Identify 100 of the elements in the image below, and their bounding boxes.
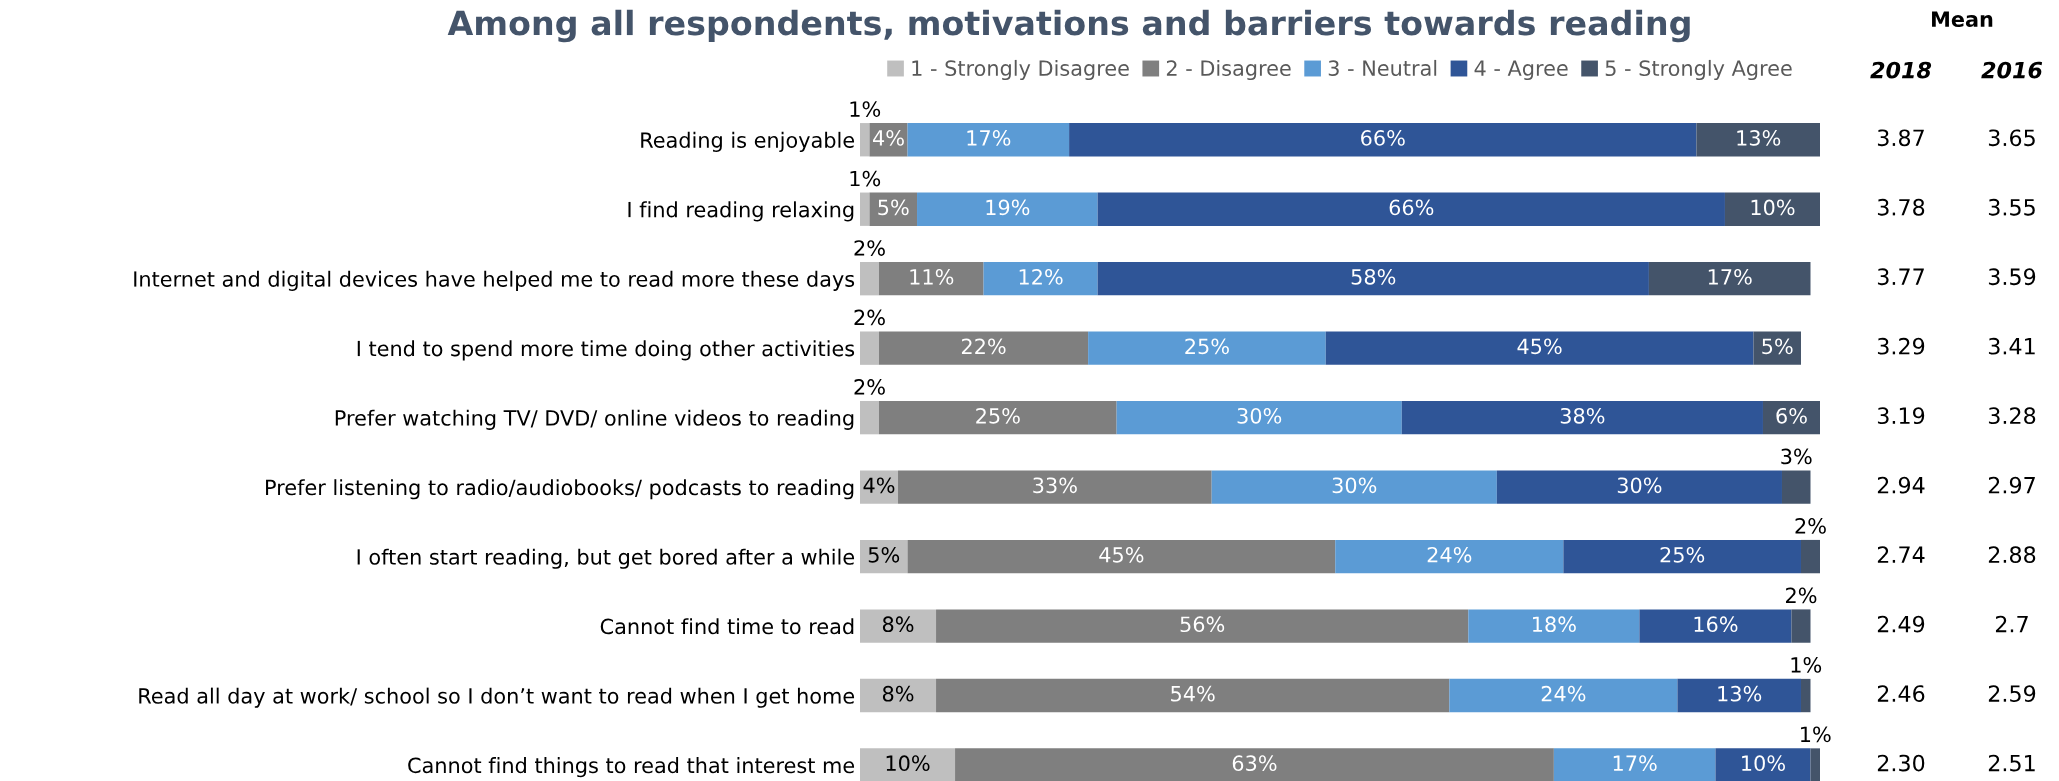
bar — [1325, 331, 1754, 365]
bar — [879, 331, 1089, 365]
data-label: 66% — [1389, 199, 1434, 216]
bar — [1097, 192, 1725, 226]
data-label: 2% — [854, 309, 885, 326]
data-label: 2% — [854, 240, 885, 256]
bar — [1648, 262, 1811, 296]
bar — [860, 192, 870, 226]
text: 2.97 — [1988, 476, 2035, 494]
y-tick-label: I often start reading, but get bored after a while — [357, 548, 855, 569]
data-label: 45% — [1517, 338, 1562, 355]
data-label: 17% — [967, 130, 1011, 146]
bar — [1468, 609, 1640, 643]
bar — [1800, 539, 1820, 574]
bar — [1553, 748, 1716, 781]
text: 3.87 — [1877, 129, 1924, 147]
text: 3.29 — [1877, 337, 1925, 355]
bar — [907, 123, 1070, 157]
bar — [1639, 609, 1792, 643]
text: 3.65 — [1988, 129, 2035, 147]
bar — [955, 748, 1554, 781]
bar — [1563, 539, 1801, 574]
bar — [1335, 539, 1564, 574]
y-tick-label: Internet and digital devices have helped me to read more these days — [134, 270, 855, 291]
data-label: 24% — [1541, 685, 1586, 702]
bar — [907, 539, 1336, 574]
bar — [1088, 331, 1326, 365]
data-label: 4% — [863, 477, 895, 494]
bar — [860, 609, 937, 643]
bar — [860, 400, 880, 435]
text: Mean — [1932, 11, 1993, 28]
data-label: 38% — [1560, 407, 1605, 424]
text: 3.19 — [1877, 407, 1925, 425]
data-label: 1% — [850, 170, 881, 187]
data-label: 2% — [854, 379, 885, 395]
data-label: 25% — [1660, 546, 1705, 563]
data-label: 13% — [1737, 130, 1781, 146]
chart-title: Among all respondents, motivations and barriers towards reading — [447, 9, 1690, 43]
data-label: 25% — [976, 407, 1020, 424]
text: 3.59 — [1988, 268, 2036, 286]
data-label: 8% — [882, 616, 914, 633]
bar — [860, 331, 880, 365]
bar — [860, 678, 937, 713]
data-label: 4% — [873, 130, 904, 146]
data-label: 5% — [878, 199, 909, 216]
bar — [860, 123, 870, 157]
text: 2.51 — [1988, 754, 2035, 772]
data-label: 17% — [1613, 755, 1657, 772]
data-label: 10% — [1751, 199, 1795, 216]
bar — [1715, 748, 1811, 781]
bar — [879, 400, 1117, 435]
legend-label: 1 - Strongly Disagree — [912, 59, 1129, 81]
bar — [898, 470, 1212, 504]
bar — [1677, 678, 1801, 713]
bar — [917, 192, 1098, 226]
y-tick-label: Prefer watching TV/ DVD/ online videos to reading — [335, 409, 854, 430]
text: 2.94 — [1877, 476, 1925, 494]
data-label: 1% — [1801, 726, 1831, 743]
bar — [936, 678, 1450, 713]
bar — [1762, 400, 1820, 435]
data-label: 54% — [1171, 685, 1215, 702]
data-label: 8% — [882, 685, 914, 702]
bar — [1069, 123, 1697, 157]
category-label: 2016 — [1981, 61, 2043, 79]
text: 3.28 — [1988, 407, 2036, 425]
bar — [860, 748, 956, 781]
bar — [936, 609, 1469, 643]
data-label: 63% — [1232, 755, 1277, 772]
y-tick-label: Prefer listening to radio/audiobooks/ podcasts to reading — [266, 479, 854, 500]
data-label: 5% — [868, 546, 900, 563]
bar — [1810, 748, 1820, 781]
text: 3.78 — [1877, 198, 1925, 216]
data-label: 12% — [1019, 268, 1063, 285]
text: 3.41 — [1988, 337, 2035, 355]
y-tick-label: Reading is enjoyable — [641, 131, 855, 152]
category-label: 2018 — [1870, 61, 1932, 79]
bar — [1496, 470, 1782, 504]
bar — [1449, 678, 1678, 713]
text: 2.30 — [1877, 754, 1925, 772]
text: 2.88 — [1988, 546, 2036, 564]
text: 2.59 — [1988, 685, 2036, 702]
data-label: 3% — [1781, 448, 1812, 465]
bar — [1800, 678, 1811, 713]
data-label: 10% — [1742, 755, 1785, 772]
data-label: 24% — [1427, 546, 1472, 563]
data-label: 18% — [1533, 616, 1576, 633]
legend-label: 4 - Agree — [1474, 60, 1568, 81]
bar — [860, 539, 908, 574]
data-label: 19% — [986, 199, 1030, 216]
data-label: 30% — [1237, 407, 1282, 424]
y-tick-label: Cannot find time to read — [600, 618, 854, 635]
data-label: 6% — [1776, 407, 1807, 424]
text: 2.74 — [1877, 546, 1925, 563]
data-label: 25% — [1185, 338, 1229, 355]
data-label: 16% — [1694, 616, 1738, 633]
text: 2.7 — [1995, 615, 2028, 633]
text: 2.46 — [1877, 685, 1925, 702]
bar — [879, 262, 984, 296]
data-label: 66% — [1361, 130, 1405, 146]
bar — [1211, 470, 1497, 504]
